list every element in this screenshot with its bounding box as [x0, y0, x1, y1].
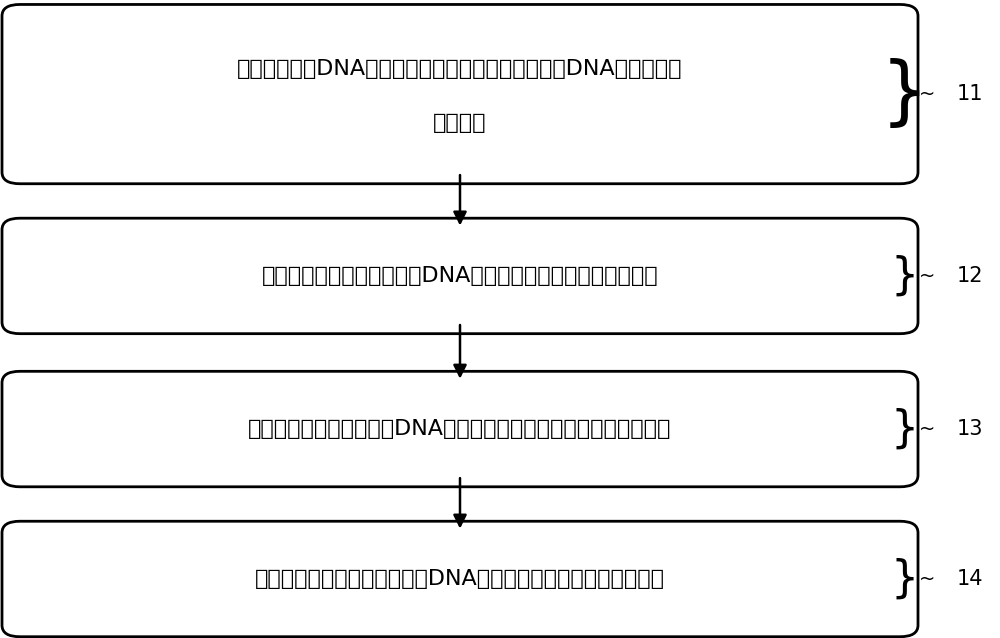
- Text: 12: 12: [957, 266, 983, 286]
- Text: 特定位点: 特定位点: [433, 113, 487, 133]
- Text: }: }: [891, 558, 919, 600]
- Text: 在确定的采样DNA序列上装配染色质结构；所述采样DNA序列上含有: 在确定的采样DNA序列上装配染色质结构；所述采样DNA序列上含有: [237, 59, 683, 78]
- Text: ~: ~: [919, 85, 935, 103]
- Text: 对酶切消化处理后的采样DNA序列进行蛋白酶处理，并进行电泳分析: 对酶切消化处理后的采样DNA序列进行蛋白酶处理，并进行电泳分析: [248, 419, 672, 439]
- FancyBboxPatch shape: [2, 521, 918, 637]
- FancyBboxPatch shape: [2, 218, 918, 334]
- Text: }: }: [891, 255, 919, 297]
- Text: 对装配有染色质结构的采样DNA序列进行限制性内切酶酶切消化: 对装配有染色质结构的采样DNA序列进行限制性内切酶酶切消化: [262, 266, 658, 286]
- Text: ~: ~: [919, 570, 935, 588]
- Text: 13: 13: [957, 419, 983, 439]
- FancyBboxPatch shape: [2, 4, 918, 184]
- Text: 14: 14: [957, 569, 983, 589]
- Text: 根据电泳分析结果，计算采样DNA序列的特定位点的核小体占据率: 根据电泳分析结果，计算采样DNA序列的特定位点的核小体占据率: [255, 569, 665, 589]
- Text: ~: ~: [919, 267, 935, 285]
- Text: ~: ~: [919, 420, 935, 438]
- Text: }: }: [881, 57, 929, 131]
- Text: 11: 11: [957, 84, 983, 104]
- FancyBboxPatch shape: [2, 371, 918, 487]
- Text: }: }: [891, 408, 919, 450]
